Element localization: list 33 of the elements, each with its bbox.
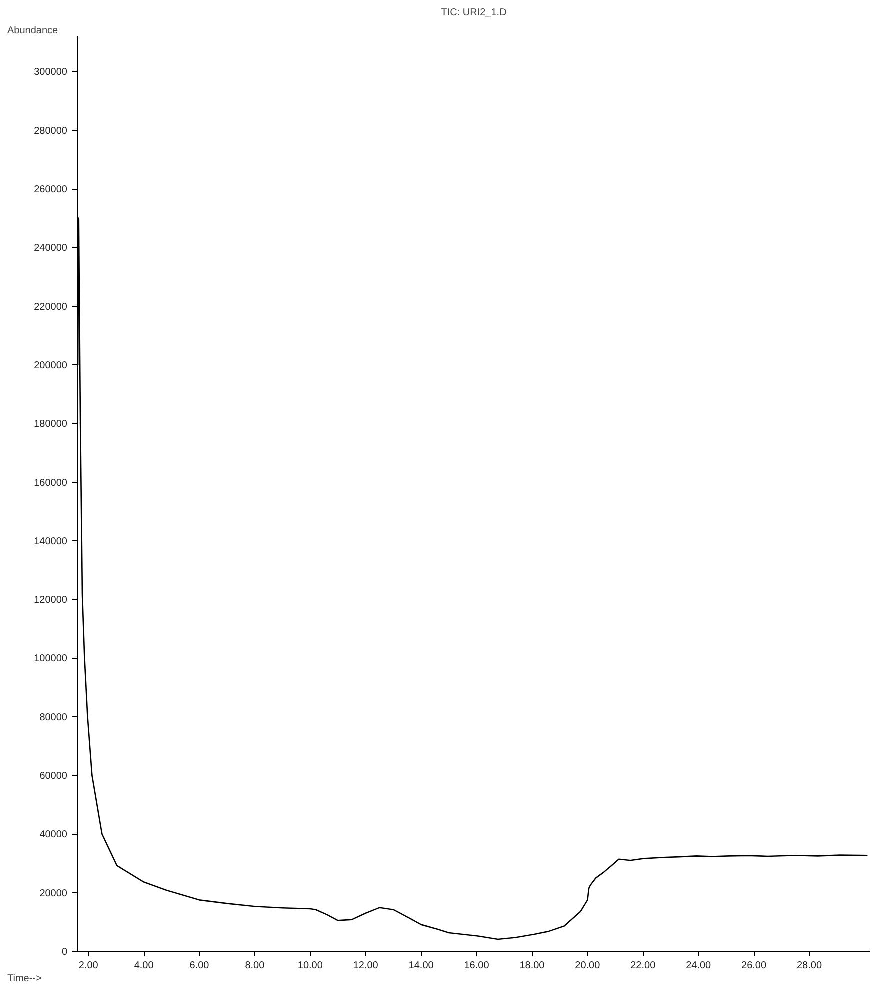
- y-tick-label: 220000: [34, 302, 68, 313]
- x-axis-title: Time-->: [8, 974, 42, 984]
- x-tick-label: 26.00: [742, 960, 767, 972]
- y-tick-label: 260000: [34, 184, 68, 196]
- x-tick-label: 12.00: [353, 960, 379, 972]
- y-tick-label: 300000: [34, 67, 68, 78]
- y-tick-label: 200000: [34, 360, 68, 372]
- x-tick-label: 8.00: [245, 960, 266, 972]
- x-tick-label: 14.00: [408, 960, 434, 972]
- chart-title: TIC: URI2_1.D: [441, 8, 507, 18]
- x-tick-label: 16.00: [464, 960, 490, 972]
- y-tick-label: 140000: [34, 536, 68, 548]
- x-tick-label: 10.00: [298, 960, 324, 972]
- y-tick-label: 180000: [34, 419, 68, 430]
- x-tick-label: 2.00: [78, 960, 99, 972]
- x-tick-label: 18.00: [520, 960, 546, 972]
- y-tick-label: 80000: [40, 712, 68, 724]
- x-tick-label: 24.00: [686, 960, 712, 972]
- x-tick-label: 20.00: [575, 960, 601, 972]
- y-tick-label: 100000: [34, 654, 68, 665]
- y-tick-label: 160000: [34, 478, 68, 489]
- y-tick-label: 0: [62, 947, 68, 958]
- y-tick-label: 60000: [40, 771, 68, 782]
- x-tick-label: 6.00: [190, 960, 210, 972]
- y-tick-label: 120000: [34, 595, 68, 606]
- y-tick-label: 280000: [34, 126, 68, 137]
- x-tick-label: 28.00: [796, 960, 822, 972]
- y-axis-title: Abundance: [8, 26, 59, 36]
- x-tick-label: 4.00: [134, 960, 154, 972]
- y-tick-label: 40000: [40, 830, 68, 841]
- y-tick-label: 240000: [34, 243, 68, 254]
- y-tick-label: 20000: [40, 888, 68, 900]
- x-tick-label: 22.00: [630, 960, 656, 972]
